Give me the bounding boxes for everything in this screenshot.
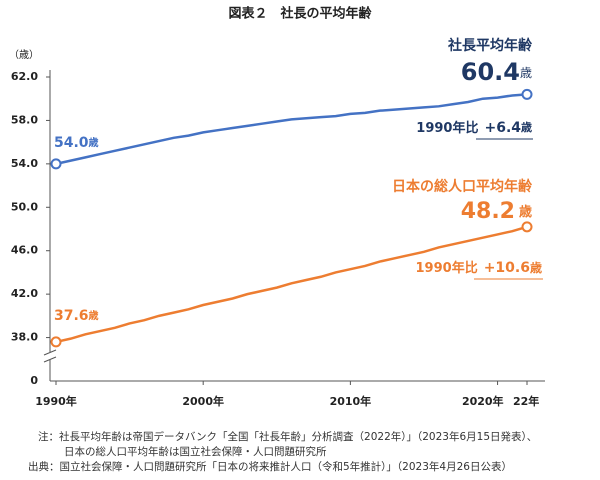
end-point <box>521 88 533 100</box>
axis-break <box>44 352 56 360</box>
change: +6.4 <box>484 120 521 136</box>
end-point <box>50 158 62 170</box>
unit: 歳 <box>521 120 532 134</box>
change: +10.6 <box>484 260 530 276</box>
end-value: 60.4 <box>461 58 520 86</box>
note: 注：社長平均年齢は帝国データバンク「全国「社長年齢」分析調査（2022年）」（2… <box>38 430 537 443</box>
y-tick-label: 58.0 <box>11 113 38 126</box>
y-axis-label: （歳） <box>9 49 39 61</box>
unit: 歳 <box>519 204 532 220</box>
end-label: 48.2 歳 <box>461 199 532 224</box>
end-point <box>50 336 62 348</box>
x-tick-label: 22年 <box>513 394 539 408</box>
x-tick-label: 1990年 <box>35 394 77 408</box>
unit: 歳 <box>520 66 532 80</box>
unit: 歳 <box>89 136 99 149</box>
x-tick-label: 2000年 <box>182 394 224 408</box>
change-prefix: 1990年比 <box>416 260 478 276</box>
y-tick-label: 38.0 <box>11 331 38 344</box>
line <box>55 93 528 166</box>
axis-break <box>43 349 57 363</box>
y-tick-label: 50.0 <box>11 200 38 213</box>
note: 出典：国立社会保障・人口問題研究所「日本の将来推計人口（令和5年推計）」（202… <box>28 460 512 473</box>
start-value: 54.0 <box>54 135 89 151</box>
change-label: 1990年比 +6.4歳 <box>416 120 532 137</box>
end-value: 48.2 <box>461 199 515 224</box>
unit: 歳 <box>89 309 99 322</box>
series-name: 日本の総人口平均年齢 <box>392 178 533 195</box>
x-tick-label: 2010年 <box>330 394 372 408</box>
end-point <box>521 221 533 233</box>
y-tick-label: 54.0 <box>11 157 38 170</box>
start-label: 54.0歳 <box>54 135 99 151</box>
change-label: 1990年比 +10.6歳 <box>416 260 542 277</box>
series-name: 社長平均年齢 <box>447 37 533 54</box>
x-tick-label: 2020年 <box>462 394 504 408</box>
unit: 歳 <box>530 260 542 275</box>
start-label: 37.6歳 <box>54 308 99 324</box>
y-break-label: 0 <box>30 374 38 387</box>
y-tick-label: 46.0 <box>11 244 38 257</box>
chart-title: 図表２ 社長の平均年齢 <box>228 6 372 22</box>
y-tick-label: 42.0 <box>11 287 38 300</box>
line <box>55 225 528 344</box>
change-prefix: 1990年比 <box>416 120 478 136</box>
end-label: 60.4歳 <box>461 58 532 86</box>
y-tick-label: 62.0 <box>11 70 38 83</box>
start-value: 37.6 <box>54 308 89 324</box>
note: 日本の総人口平均年齢は国立社会保障・人口問題研究所 <box>64 445 327 458</box>
